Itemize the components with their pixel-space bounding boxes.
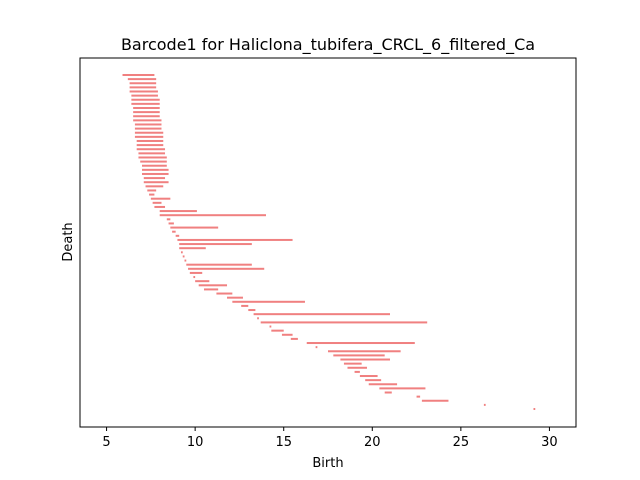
barcode-bar bbox=[133, 115, 160, 118]
barcode-bar bbox=[143, 177, 166, 180]
plot-frame bbox=[79, 57, 577, 428]
barcode-bar bbox=[248, 309, 256, 312]
barcode-bar bbox=[131, 94, 158, 97]
barcode-bar bbox=[131, 98, 160, 101]
x-tick-label: 5 bbox=[102, 435, 110, 450]
barcode-bar bbox=[129, 90, 158, 93]
barcode-bar bbox=[416, 395, 421, 398]
barcode-bar bbox=[134, 123, 162, 126]
barcode-bar bbox=[134, 131, 164, 134]
barcode-bar bbox=[136, 144, 164, 147]
barcode-bar bbox=[179, 243, 252, 246]
barcode-bar bbox=[328, 350, 401, 353]
barcode-bar bbox=[193, 276, 196, 279]
barcode-bar bbox=[149, 193, 155, 196]
barcode-bar bbox=[354, 370, 360, 373]
barcode-bar bbox=[152, 201, 162, 204]
barcode-bar bbox=[142, 164, 167, 167]
barcode-bar bbox=[172, 230, 176, 233]
barcode-bar bbox=[347, 366, 367, 369]
barcode-bar bbox=[368, 383, 398, 386]
barcode-bar bbox=[177, 238, 293, 241]
barcode-bar bbox=[170, 226, 219, 229]
x-tick-label: 15 bbox=[275, 435, 292, 450]
barcode-bar bbox=[257, 317, 259, 320]
x-axis-ticks: 5 10 15 20 25 30 bbox=[102, 427, 558, 450]
barcode-bar bbox=[133, 106, 160, 109]
barcode-bar bbox=[384, 391, 392, 394]
barcode-bar bbox=[140, 160, 167, 163]
barcode-bar bbox=[379, 387, 426, 390]
barcode-bar bbox=[143, 181, 169, 184]
barcode-bar bbox=[179, 247, 206, 250]
barcode-bar bbox=[260, 321, 428, 324]
barcode-bar bbox=[281, 333, 293, 336]
barcode-bar bbox=[133, 119, 162, 122]
barcode-bar bbox=[227, 296, 243, 299]
barcode-bar bbox=[131, 102, 160, 105]
barcode-bar bbox=[533, 408, 536, 410]
barcode-bar bbox=[180, 251, 183, 254]
barcode-bar bbox=[134, 127, 162, 130]
barcode-bar bbox=[333, 354, 385, 357]
x-tick-label: 20 bbox=[364, 435, 381, 450]
barcode-bar bbox=[122, 74, 155, 76]
barcode-bar bbox=[136, 148, 166, 151]
barcode-bar bbox=[269, 325, 272, 328]
x-tick-label: 25 bbox=[453, 435, 470, 450]
barcode-bar bbox=[198, 284, 228, 287]
barcode-bar bbox=[232, 300, 305, 303]
barcode-bar bbox=[175, 234, 180, 237]
barcode-bar bbox=[127, 78, 157, 81]
barcode-bar bbox=[145, 185, 164, 188]
chart-title: Barcode1 for Haliclona_tubifera_CRCL_6_f… bbox=[121, 35, 535, 55]
barcode-bar bbox=[483, 403, 486, 406]
barcode-bar bbox=[253, 313, 390, 316]
barcode-bar bbox=[421, 399, 449, 402]
barcode-bar bbox=[290, 337, 298, 340]
barcode-bar bbox=[315, 346, 318, 349]
barcode-bar bbox=[189, 271, 203, 274]
barcode-bar bbox=[150, 197, 171, 200]
barcode-bar bbox=[216, 292, 233, 295]
barcode-bars bbox=[122, 74, 536, 410]
barcode-bar bbox=[134, 135, 164, 138]
barcode-bar bbox=[182, 255, 185, 258]
x-tick-label: 10 bbox=[187, 435, 204, 450]
barcode-bar bbox=[138, 152, 166, 155]
x-axis-label: Birth bbox=[312, 456, 343, 471]
barcode-bar bbox=[241, 304, 249, 307]
barcode-bar bbox=[306, 342, 415, 345]
barcode-bar bbox=[195, 280, 210, 283]
barcode-bar bbox=[159, 210, 197, 213]
barcode-bar bbox=[359, 375, 378, 378]
barcode-bar bbox=[343, 362, 362, 365]
x-tick-label: 30 bbox=[541, 435, 558, 450]
barcode-bar bbox=[129, 82, 157, 85]
barcode-bar bbox=[340, 358, 390, 361]
barcode-bar bbox=[147, 189, 157, 192]
barcode-bar bbox=[138, 156, 167, 159]
barcode-bar bbox=[133, 111, 160, 114]
barcode-bar bbox=[271, 329, 284, 332]
y-axis-label: Death bbox=[61, 222, 76, 261]
barcode-bar bbox=[154, 205, 166, 208]
barcode-bar bbox=[136, 139, 164, 142]
barcode-bar bbox=[168, 222, 174, 225]
barcode-bar bbox=[204, 288, 219, 291]
barcode-bar bbox=[166, 218, 171, 221]
barcode-bar bbox=[142, 172, 169, 175]
barcode-bar bbox=[129, 86, 157, 89]
barcode-bar bbox=[184, 259, 187, 262]
barcode-bar bbox=[188, 267, 265, 270]
barcode-bar bbox=[159, 214, 266, 217]
barcode-bar bbox=[365, 379, 382, 382]
barcode-bar bbox=[186, 263, 252, 266]
barcode-bar bbox=[142, 168, 169, 171]
